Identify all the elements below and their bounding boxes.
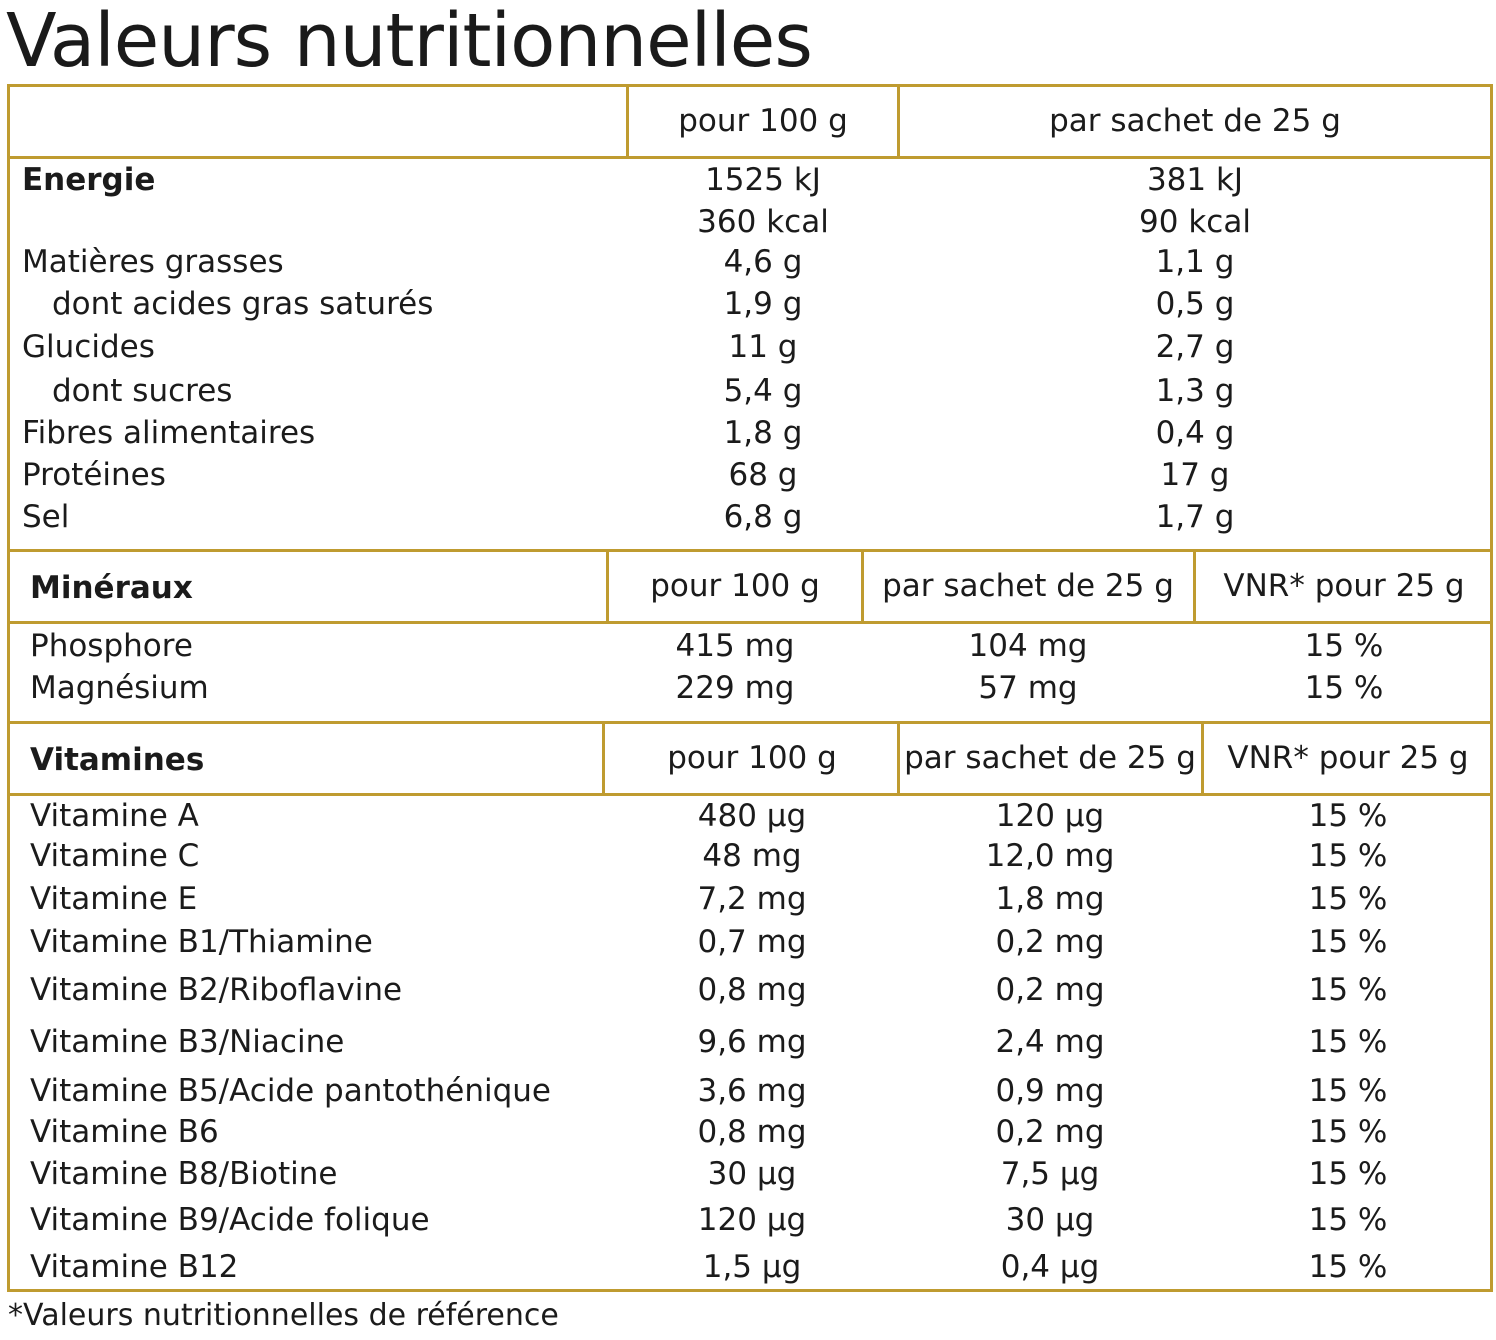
vitamins-header-per-sachet: par sachet de 25 g — [904, 740, 1196, 776]
row-label: Vitamine B3/Niacine — [30, 1024, 345, 1060]
minerals-header: Minéraux pour 100 g par sachet de 25 g V… — [10, 552, 1490, 624]
nutrition-table: pour 100 g par sachet de 25 g Energie 152… — [7, 84, 1493, 552]
row-value-vsachet: 1,7 g — [1155, 499, 1235, 535]
row-value-vsachet: 7,5 µg — [1000, 1156, 1100, 1192]
row-label: Vitamine B9/Acide folique — [30, 1202, 430, 1238]
row-value-v100: 360 kcal — [697, 204, 829, 240]
row-label: Vitamine B12 — [30, 1249, 239, 1285]
row-value-v100: 120 µg — [697, 1202, 807, 1238]
row-value-v100: 6,8 g — [723, 499, 803, 535]
row-value-vsachet: 0,4 µg — [1000, 1249, 1100, 1285]
row-value-vnr: 15 % — [1308, 838, 1388, 874]
row-value-v100: 1525 kJ — [705, 162, 821, 198]
row-value-vnr: 15 % — [1308, 1073, 1388, 1109]
row-value-v100: 0,8 mg — [697, 1114, 807, 1150]
row-label: Vitamine E — [30, 881, 198, 917]
row-value-vsachet: 0,2 mg — [995, 924, 1105, 960]
vitamins-header-per-100g: pour 100 g — [667, 740, 837, 776]
row-value-vsachet: 2,4 mg — [995, 1024, 1105, 1060]
nutrition-header: pour 100 g par sachet de 25 g — [10, 87, 1490, 159]
row-value-vnr: 15 % — [1304, 670, 1384, 706]
row-value-vnr: 15 % — [1308, 1114, 1388, 1150]
row-label: Energie — [22, 162, 156, 198]
row-value-v100: 415 mg — [675, 628, 795, 664]
row-value-v100: 1,9 g — [723, 286, 803, 322]
page-title: Valeurs nutritionnelles — [6, 0, 813, 84]
row-value-v100: 68 g — [728, 457, 798, 493]
row-value-vsachet: 1,8 mg — [995, 881, 1105, 917]
row-value-vnr: 15 % — [1308, 972, 1388, 1008]
row-value-vnr: 15 % — [1308, 924, 1388, 960]
row-value-v100: 4,6 g — [723, 244, 803, 280]
vitamins-title: Vitamines — [30, 742, 205, 778]
row-value-v100: 229 mg — [675, 670, 795, 706]
row-value-v100: 5,4 g — [723, 373, 803, 409]
row-value-vsachet: 2,7 g — [1155, 329, 1235, 365]
row-value-vsachet: 0,2 mg — [995, 972, 1105, 1008]
row-value-v100: 0,7 mg — [697, 924, 807, 960]
row-value-vsachet: 30 µg — [1005, 1202, 1095, 1238]
header-per-100g: pour 100 g — [678, 103, 848, 139]
row-value-v100: 7,2 mg — [697, 881, 807, 917]
row-value-vnr: 15 % — [1308, 1156, 1388, 1192]
row-value-v100: 1,8 g — [723, 415, 803, 451]
row-value-vsachet: 12,0 mg — [985, 838, 1115, 874]
row-value-vnr: 15 % — [1308, 798, 1388, 834]
row-value-v100: 480 µg — [697, 798, 807, 834]
row-value-vsachet: 104 mg — [968, 628, 1088, 664]
row-value-v100: 48 mg — [702, 838, 802, 874]
row-value-vsachet: 0,5 g — [1155, 286, 1235, 322]
row-value-vnr: 15 % — [1304, 628, 1384, 664]
row-label: Phosphore — [30, 628, 193, 664]
row-label: Vitamine B6 — [30, 1114, 219, 1150]
row-value-vsachet: 1,3 g — [1155, 373, 1235, 409]
minerals-header-per-100g: pour 100 g — [650, 568, 820, 604]
row-label: Vitamine B5/Acide pantothénique — [30, 1073, 552, 1109]
vitamins-header: Vitamines pour 100 g par sachet de 25 g … — [10, 724, 1490, 796]
row-value-vsachet: 0,9 mg — [995, 1073, 1105, 1109]
row-value-vsachet: 17 g — [1160, 457, 1230, 493]
row-value-vsachet: 381 kJ — [1146, 162, 1244, 198]
header-per-sachet: par sachet de 25 g — [1049, 103, 1341, 139]
row-value-v100: 1,5 µg — [702, 1249, 802, 1285]
row-value-vnr: 15 % — [1308, 1024, 1388, 1060]
row-value-vsachet: 0,2 mg — [995, 1114, 1105, 1150]
row-label: Vitamine A — [30, 798, 199, 834]
minerals-header-vnr: VNR* pour 25 g — [1223, 568, 1465, 604]
row-label: Vitamine B1/Thiamine — [30, 924, 373, 960]
row-value-vsachet: 120 µg — [995, 798, 1105, 834]
row-label: Matières grasses — [22, 244, 284, 280]
row-label: Fibres alimentaires — [22, 415, 316, 451]
vitamins-table: Vitamines pour 100 g par sachet de 25 g … — [7, 721, 1493, 1292]
row-value-v100: 11 g — [728, 329, 798, 365]
row-label: Magnésium — [30, 670, 209, 706]
row-label: Vitamine C — [30, 838, 200, 874]
row-value-v100: 0,8 mg — [697, 972, 807, 1008]
row-label: Glucides — [22, 329, 155, 365]
row-value-vsachet: 0,4 g — [1155, 415, 1235, 451]
row-value-vnr: 15 % — [1308, 1202, 1388, 1238]
row-value-vnr: 15 % — [1308, 1249, 1388, 1285]
vitamins-header-vnr: VNR* pour 25 g — [1227, 740, 1469, 776]
row-value-v100: 30 µg — [707, 1156, 797, 1192]
row-value-v100: 9,6 mg — [697, 1024, 807, 1060]
row-value-vsachet: 90 kcal — [1139, 204, 1251, 240]
row-label: Vitamine B2/Riboflavine — [30, 972, 403, 1008]
minerals-table: Minéraux pour 100 g par sachet de 25 g V… — [7, 549, 1493, 724]
row-label: dont sucres — [52, 373, 233, 409]
row-value-vsachet: 57 mg — [978, 670, 1078, 706]
minerals-header-per-sachet: par sachet de 25 g — [882, 568, 1174, 604]
row-value-vnr: 15 % — [1308, 881, 1388, 917]
minerals-title: Minéraux — [30, 570, 193, 606]
row-label: Sel — [22, 499, 70, 535]
footnote: *Valeurs nutritionnelles de référence — [8, 1298, 559, 1333]
row-value-vsachet: 1,1 g — [1155, 244, 1235, 280]
row-label: Vitamine B8/Biotine — [30, 1156, 338, 1192]
row-value-v100: 3,6 mg — [697, 1073, 807, 1109]
row-label: Protéines — [22, 457, 166, 493]
row-label: dont acides gras saturés — [52, 286, 434, 322]
